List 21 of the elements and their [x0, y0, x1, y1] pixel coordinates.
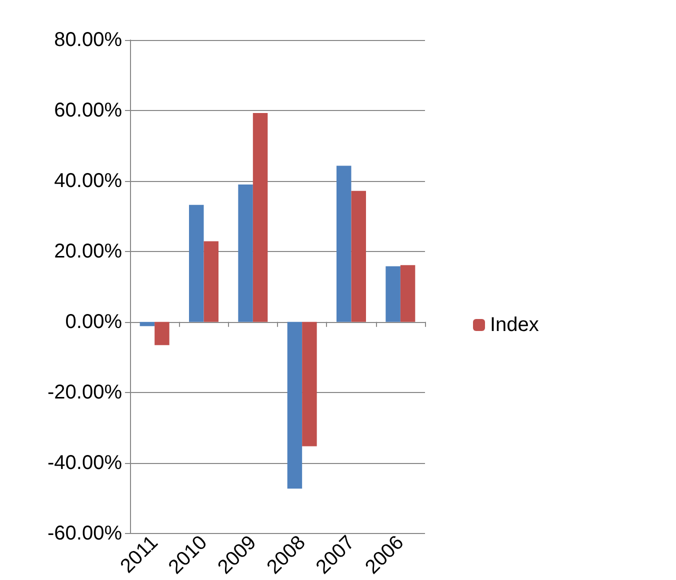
y-tick-label: 40.00%: [54, 170, 122, 192]
bar: [154, 322, 170, 346]
bar: [140, 322, 155, 326]
bar: [189, 204, 204, 322]
bar: [336, 166, 352, 322]
legend-label: Index: [490, 314, 539, 336]
bar: [252, 112, 268, 322]
bar: [204, 241, 218, 322]
y-tick-label: 0.00%: [65, 310, 122, 333]
bar: [400, 265, 416, 322]
bar: [386, 266, 400, 322]
bar: [238, 184, 253, 322]
bar: [287, 322, 302, 489]
y-tick-label: -60.00%: [48, 522, 122, 544]
bar: [351, 190, 366, 322]
bar: [302, 322, 317, 446]
y-tick-label: -40.00%: [48, 452, 122, 474]
y-tick-label: 80.00%: [54, 29, 122, 51]
y-tick-label: 60.00%: [54, 99, 122, 122]
y-tick-label: -20.00%: [48, 381, 122, 404]
y-tick-label: 20.00%: [54, 240, 122, 262]
